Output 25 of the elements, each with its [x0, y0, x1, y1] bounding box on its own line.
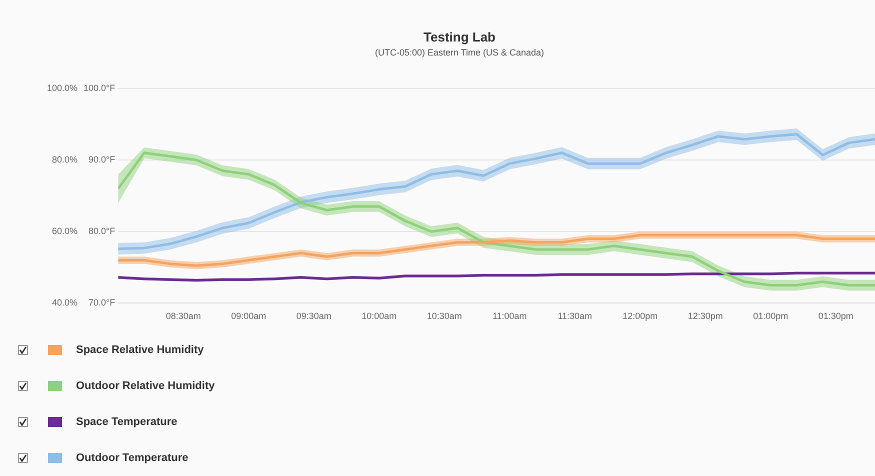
x-tick-label: 08:30am [166, 311, 201, 322]
y2-tick-label: 80.0°F [88, 226, 116, 236]
y-tick-label: 40.0% [52, 298, 78, 308]
x-tick-label: 10:00am [362, 311, 397, 322]
x-tick-label: 09:00am [231, 311, 266, 322]
chart-subtitle: (UTC-05:00) Eastern Time (US & Canada) [374, 47, 544, 58]
y-tick-label: 60.0% [52, 226, 78, 236]
x-tick-label: 12:30pm [688, 311, 723, 322]
y2-tick-label: 70.0°F [88, 298, 116, 308]
x-tick-label: 11:30am [558, 311, 592, 322]
legend-label: Outdoor Temperature [76, 452, 188, 464]
x-tick-label: 12:00pm [622, 311, 658, 322]
legend-label: Outdoor Relative Humidity [76, 380, 215, 392]
y-tick-label: 100.0% [46, 82, 78, 93]
y2-tick-label: 90.0°F [88, 154, 116, 164]
x-tick-label: 01:30pm [818, 311, 854, 322]
x-tick-label: 10:30am [426, 311, 462, 322]
y2-tick-label: 100.0°F [84, 82, 116, 93]
chart-title: Testing Lab [424, 29, 496, 44]
legend-label: Space Relative Humidity [76, 344, 204, 356]
legend-label: Space Temperature [76, 416, 178, 428]
x-tick-label: 11:00am [492, 311, 527, 322]
y-tick-label: 80.0% [52, 154, 78, 164]
x-tick-label: 09:30am [296, 311, 332, 322]
x-tick-label: 01:00pm [753, 311, 788, 322]
